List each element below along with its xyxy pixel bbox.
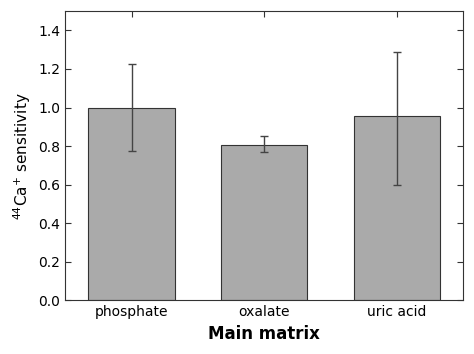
X-axis label: Main matrix: Main matrix bbox=[208, 325, 320, 343]
Bar bbox=[354, 116, 440, 301]
Bar bbox=[89, 108, 174, 301]
Bar bbox=[221, 145, 307, 301]
Y-axis label: $^{44}$Ca$^{+}$ sensitivity: $^{44}$Ca$^{+}$ sensitivity bbox=[11, 92, 33, 220]
